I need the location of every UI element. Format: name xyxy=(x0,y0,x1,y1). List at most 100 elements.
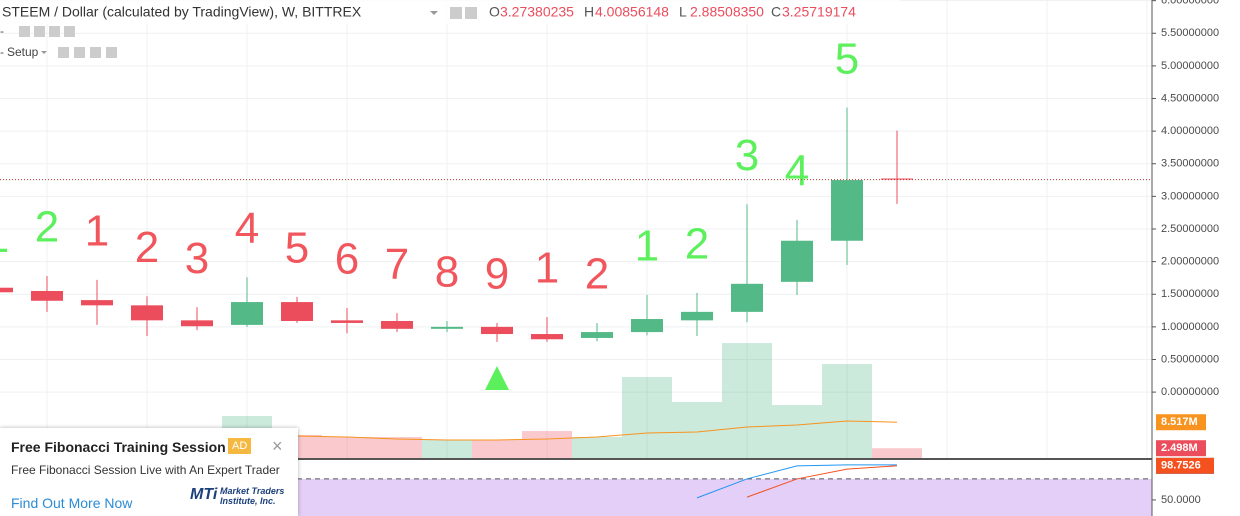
ohlc-letter: L xyxy=(679,4,687,20)
setup-count: 4 xyxy=(235,204,259,253)
y-tick-label: 4.00000000 xyxy=(1161,125,1219,137)
collapse[interactable]: - xyxy=(0,24,4,38)
candle-body xyxy=(731,283,763,312)
candle-body xyxy=(531,334,563,340)
ad-logo-name: Market Traders Institute, Inc. xyxy=(220,486,285,506)
candle-body xyxy=(431,326,463,329)
candle-body xyxy=(131,305,163,321)
ohlc-letter: C xyxy=(771,4,781,20)
candle-body xyxy=(681,311,713,321)
ohlc-letter: O xyxy=(489,4,500,20)
indicator-line xyxy=(696,464,897,499)
y-tick-label: 3.50000000 xyxy=(1161,158,1219,170)
y-tick-label: 3.00000000 xyxy=(1161,190,1219,202)
ohlc-value: 4.00856148 xyxy=(595,4,669,20)
setup-count: 2 xyxy=(135,223,159,272)
dropdown[interactable] xyxy=(430,11,438,15)
ad-close[interactable]: × xyxy=(272,436,283,456)
icon[interactable] xyxy=(106,47,117,58)
buy-signal xyxy=(485,366,509,390)
ohlc-letter: H xyxy=(584,4,594,20)
icon-settings[interactable] xyxy=(450,7,462,19)
icon[interactable] xyxy=(19,26,30,37)
setup-count: 4 xyxy=(785,146,809,195)
axis-badge xyxy=(1156,414,1206,431)
collapse[interactable]: - xyxy=(0,45,4,59)
axis-badge xyxy=(1156,457,1214,474)
icon[interactable] xyxy=(58,47,69,58)
setup-count: 2 xyxy=(685,220,709,269)
ad-badge: AD xyxy=(228,438,252,454)
axis-badge-label: 98.7526 xyxy=(1161,460,1201,472)
candle-body xyxy=(581,332,613,338)
volume-bar xyxy=(522,431,572,459)
setup-count: 5 xyxy=(835,34,859,83)
y-tick-label: 1.50000000 xyxy=(1161,288,1219,300)
volume-ma xyxy=(296,420,898,441)
study-legend: Setup xyxy=(7,45,39,59)
symbol-title: STEEM / Dollar (calculated by TradingVie… xyxy=(2,4,362,20)
icon[interactable] xyxy=(74,47,85,58)
candle-body xyxy=(0,287,13,293)
icon[interactable] xyxy=(90,47,101,58)
setup-count: 6 xyxy=(335,235,359,284)
candle-body xyxy=(631,319,663,333)
candle-body xyxy=(881,178,913,180)
ad-logo-mark: MTi xyxy=(190,486,218,503)
setup-count: 3 xyxy=(735,131,759,180)
indicator-line xyxy=(746,465,898,498)
candle-body xyxy=(481,326,513,335)
volume-bar xyxy=(472,440,522,459)
setup-count: 8 xyxy=(435,248,459,297)
y-tick-label: 0.00000000 xyxy=(1161,386,1219,398)
candle-body xyxy=(181,320,213,327)
y-tick-label: 2.00000000 xyxy=(1161,256,1219,268)
volume-bar xyxy=(872,448,922,459)
y-tick-label: 2.50000000 xyxy=(1161,223,1219,235)
y-tick-label: 0.50000000 xyxy=(1161,353,1219,365)
setup-count: 3 xyxy=(185,234,209,283)
dropdown[interactable] xyxy=(41,51,47,54)
setup-count: 1 xyxy=(85,207,109,256)
volume-bar xyxy=(822,364,872,459)
volume-bar xyxy=(622,377,672,459)
y-tick-label: 5.50000000 xyxy=(1161,27,1219,39)
volume-bar xyxy=(772,405,822,459)
setup-count: 1 xyxy=(535,244,559,293)
ad-link[interactable]: Find Out More Now xyxy=(11,495,133,511)
ohlc-value: 2.88508350 xyxy=(690,4,764,20)
setup-count: 1 xyxy=(0,213,9,262)
ad-text: Free Fibonacci Session Live with An Expe… xyxy=(11,463,280,477)
candle-body xyxy=(831,180,863,241)
icon[interactable] xyxy=(34,26,45,37)
y-tick-label: 1.00000000 xyxy=(1161,321,1219,333)
icon[interactable] xyxy=(49,26,60,37)
y-tick-label: 4.50000000 xyxy=(1161,92,1219,104)
axis-badge-label: 2.498M xyxy=(1161,442,1198,454)
setup-count: 9 xyxy=(485,250,509,299)
setup-count: 7 xyxy=(385,240,409,289)
ad-title: Free Fibonacci Training Session xyxy=(11,439,226,455)
y-tick-label: 50.0000 xyxy=(1161,494,1201,506)
candle-body xyxy=(281,302,313,321)
y-tick-label: 5.00000000 xyxy=(1161,60,1219,72)
icon-hide[interactable] xyxy=(465,7,477,19)
setup-count: 2 xyxy=(35,203,59,252)
candle-body xyxy=(231,302,263,325)
candle-body xyxy=(31,290,63,301)
setup-count: 2 xyxy=(585,250,609,299)
volume-bar xyxy=(422,440,472,459)
icon[interactable] xyxy=(64,26,75,37)
volume-bar xyxy=(322,437,372,459)
volume-bar xyxy=(722,343,772,459)
axis-badge-label: 8.517M xyxy=(1161,416,1198,428)
candle-body xyxy=(781,240,813,282)
ohlc-value: 3.25719174 xyxy=(782,4,856,20)
axis-badge xyxy=(1156,440,1206,457)
setup-count: 1 xyxy=(635,222,659,271)
ad-box: Free Fibonacci Training Session AD × Fre… xyxy=(0,428,298,516)
y-tick-label: 6.00000000 xyxy=(1161,0,1219,7)
candle-body xyxy=(381,320,413,329)
